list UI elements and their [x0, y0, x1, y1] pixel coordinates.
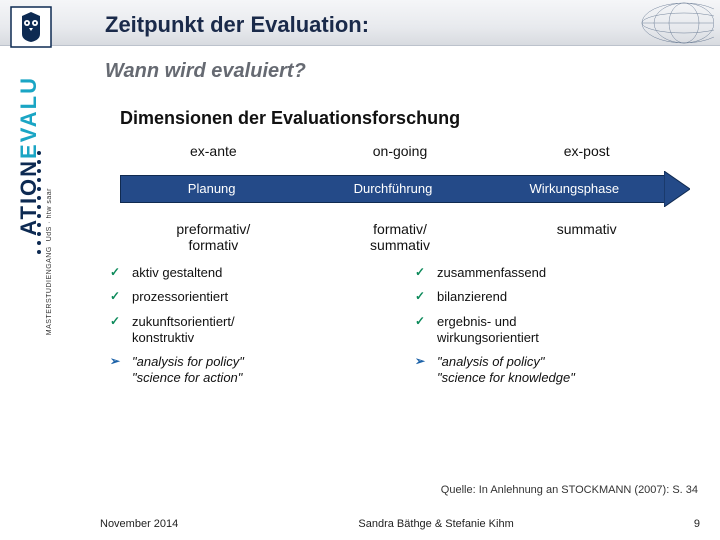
- page-subtitle: Wann wird evaluiert?: [105, 60, 306, 83]
- phase-label: Durchführung: [302, 176, 483, 202]
- timepoint: on-going: [307, 143, 494, 159]
- footer: November 2014 Sandra Bäthge & Stefanie K…: [0, 508, 720, 540]
- list-item: ✓ zusammenfassend: [415, 265, 690, 281]
- section-title: Dimensionen der Evaluationsforschung: [120, 108, 700, 129]
- timepoint: ex-ante: [120, 143, 307, 159]
- check-icon: ✓: [415, 314, 429, 329]
- footer-page: 9: [694, 518, 700, 530]
- list-item-text: aktiv gestaltend: [132, 265, 222, 281]
- timepoints-row: ex-ante on-going ex-post: [120, 143, 680, 159]
- list-item-text: "analysis of policy" "science for knowle…: [437, 354, 575, 387]
- phase-label: Planung: [121, 176, 302, 202]
- main-content: Dimensionen der Evaluationsforschung ex-…: [90, 100, 700, 500]
- footer-authors: Sandra Bäthge & Stefanie Kihm: [358, 518, 513, 530]
- type-label: summativ: [493, 221, 680, 253]
- sidebar: ATIONEVALU MASTERSTUDIENGANG UdS · htw s…: [12, 56, 60, 500]
- check-icon: ✓: [110, 289, 124, 304]
- dot-separator: [37, 146, 43, 259]
- owl-logo: [10, 6, 52, 48]
- list-item: ✓ aktiv gestaltend: [110, 265, 385, 281]
- arrow-bullet-icon: ➢: [110, 354, 124, 369]
- list-item-text: zukunftsorientiert/ konstruktiv: [132, 314, 235, 347]
- sidebar-subbrand: MASTERSTUDIENGANG UdS · htw saar: [46, 188, 53, 335]
- list-item: ✓ bilanzierend: [415, 289, 690, 305]
- type-label: preformativ/ formativ: [120, 221, 307, 253]
- list-item: ➢ "analysis of policy" "science for knowl…: [415, 354, 690, 387]
- arrow-bullet-icon: ➢: [415, 354, 429, 369]
- list-item: ✓ ergebnis- und wirkungsorientiert: [415, 314, 690, 347]
- check-icon: ✓: [415, 265, 429, 280]
- list-item: ✓ zukunftsorientiert/ konstruktiv: [110, 314, 385, 347]
- left-list: ✓ aktiv gestaltend ✓ prozessorientiert ✓ zuku…: [110, 265, 385, 395]
- check-icon: ✓: [110, 314, 124, 329]
- timepoint: ex-post: [493, 143, 680, 159]
- list-item-text: prozessorientiert: [132, 289, 228, 305]
- right-list: ✓ zusammenfassend ✓ bilanzierend ✓ ergebnis- …: [415, 265, 690, 395]
- phase-label: Wirkungsphase: [484, 176, 665, 202]
- list-item-text: ergebnis- und wirkungsorientiert: [437, 314, 539, 347]
- check-icon: ✓: [415, 289, 429, 304]
- globe-decoration: [604, 0, 714, 46]
- list-item: ➢ "analysis for policy" "science for acti…: [110, 354, 385, 387]
- footer-date: November 2014: [100, 518, 178, 530]
- types-row: preformativ/ formativ formativ/ summativ…: [120, 221, 680, 253]
- type-label: formativ/ summativ: [307, 221, 494, 253]
- list-item: ✓ prozessorientiert: [110, 289, 385, 305]
- check-icon: ✓: [110, 265, 124, 280]
- arrow-head-icon: [664, 171, 690, 207]
- list-item-text: "analysis for policy" "science for actio…: [132, 354, 244, 387]
- source-citation: Quelle: In Anlehnung an STOCKMANN (2007)…: [441, 484, 698, 496]
- list-item-text: zusammenfassend: [437, 265, 546, 281]
- page-title: Zeitpunkt der Evaluation:: [105, 12, 369, 38]
- list-item-text: bilanzierend: [437, 289, 507, 305]
- lists-container: ✓ aktiv gestaltend ✓ prozessorientiert ✓ zuku…: [110, 265, 690, 395]
- phase-arrow: Planung Durchführung Wirkungsphase: [120, 171, 690, 207]
- arrow-body: Planung Durchführung Wirkungsphase: [120, 175, 666, 203]
